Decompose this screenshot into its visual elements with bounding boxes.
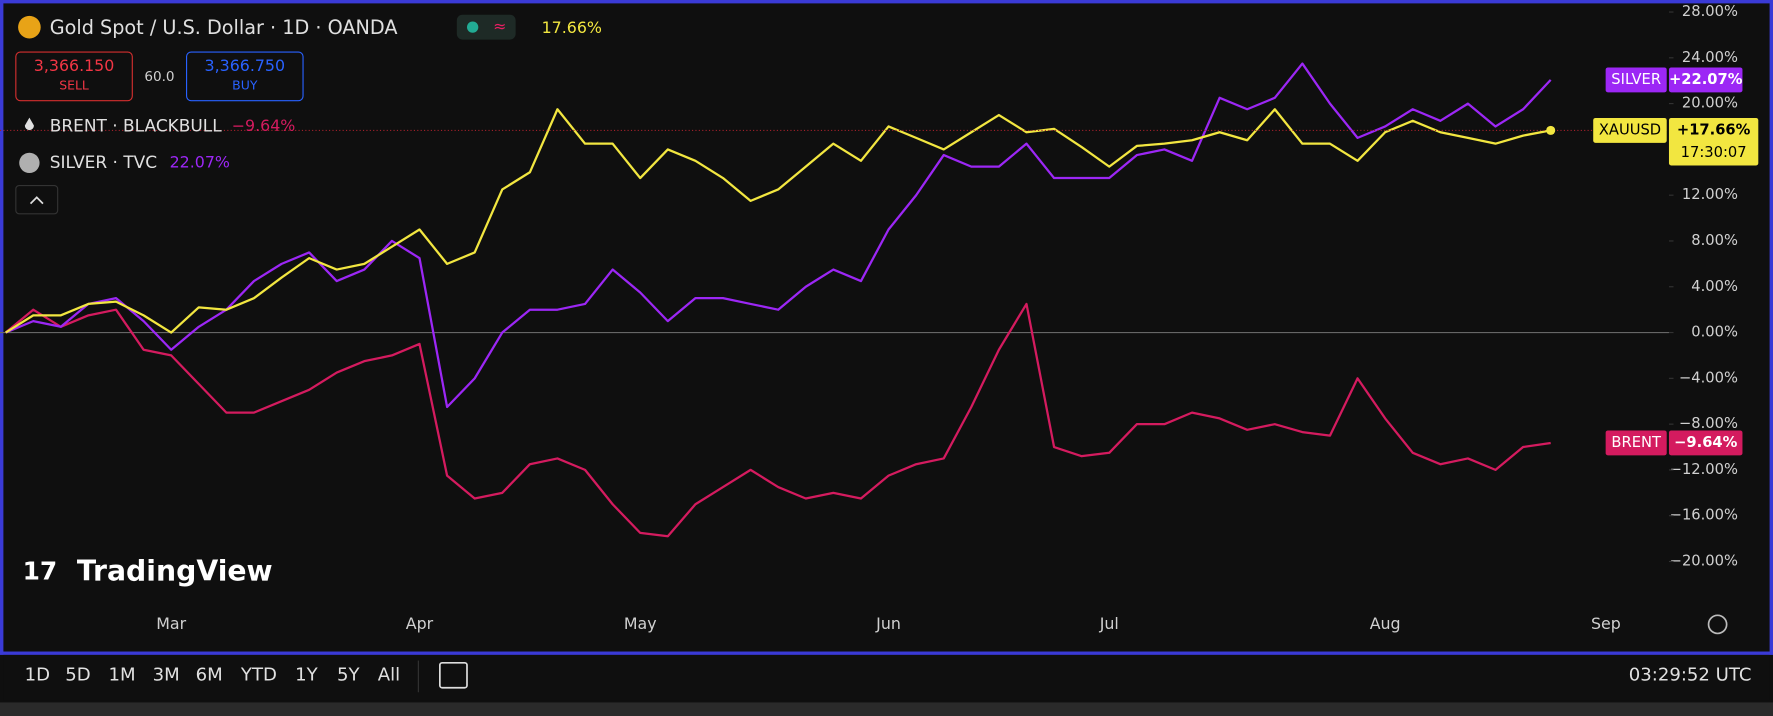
sell-label: SELL: [59, 77, 89, 92]
y-tick-label: −8.00%: [1679, 415, 1738, 432]
x-tick-label: Aug: [1370, 614, 1401, 633]
series-line: [5, 62, 1552, 409]
compare-icon[interactable]: [439, 661, 468, 689]
chart-title: Gold Spot / U.S. Dollar · 1D · OANDA: [50, 16, 398, 39]
y-tick-label: −12.00%: [1670, 461, 1738, 478]
sell-price: 3,366.150: [34, 56, 115, 75]
y-tick-label: −16.00%: [1670, 507, 1738, 524]
clock: 03:29:52 UTC: [1629, 664, 1752, 685]
x-tick-label: Jun: [875, 614, 901, 633]
series-line: [5, 108, 1551, 334]
legend-name: BRENT · BLACKBULL: [50, 116, 222, 136]
last-point: [1546, 125, 1556, 135]
name-tag-label: BRENT: [1611, 434, 1662, 451]
status-icon: ≈: [493, 17, 506, 36]
x-tick-label: Mar: [156, 614, 186, 633]
brent-icon: [24, 117, 34, 131]
value-tag: [1668, 67, 1743, 93]
y-tick-label: 0.00%: [1691, 324, 1738, 341]
legend-value: −9.64%: [232, 116, 296, 135]
name-tag: [1605, 67, 1667, 93]
countdown: 17:30:07: [1681, 144, 1747, 161]
range-button[interactable]: All: [378, 664, 400, 685]
spread: 60.0: [144, 69, 174, 85]
gold-icon: [18, 15, 41, 39]
y-tick-label: 4.00%: [1691, 278, 1738, 295]
sell-button[interactable]: [15, 51, 133, 102]
y-tick-label: −20.00%: [1670, 552, 1738, 569]
range-button[interactable]: 5Y: [337, 664, 360, 685]
name-tag-label: SILVER: [1611, 71, 1661, 88]
x-tick-label: Apr: [406, 614, 434, 633]
buy-button[interactable]: [186, 51, 304, 102]
title-change: 17.66%: [542, 18, 602, 37]
range-button[interactable]: 6M: [196, 664, 223, 685]
name-tag: [1605, 430, 1667, 456]
bottom-strip: [0, 702, 1773, 716]
legend-name: SILVER · TVC: [50, 152, 157, 172]
range-button[interactable]: 1M: [109, 664, 136, 685]
toolbar: [3, 654, 1770, 701]
chart-frame: [0, 0, 1773, 655]
value-tag: [1668, 117, 1759, 166]
x-tick-label: Jul: [1099, 614, 1119, 633]
logo-mark: 17: [23, 556, 58, 585]
value-tag-label: +17.66%: [1677, 121, 1751, 138]
name-tag-label: XAUUSD: [1599, 121, 1661, 138]
series-line: [4, 302, 1551, 538]
x-tick-label: Sep: [1591, 614, 1621, 633]
buy-price: 3,366.750: [205, 56, 286, 75]
status-dot: [466, 21, 479, 33]
range-button[interactable]: 1Y: [295, 664, 318, 685]
y-tick-label: 24.00%: [1682, 49, 1738, 66]
legend-value: 22.07%: [170, 152, 230, 171]
settings-icon[interactable]: [1707, 614, 1728, 635]
status-pill: [456, 14, 516, 40]
collapse-icon: [29, 196, 44, 205]
range-button[interactable]: YTD: [240, 664, 277, 685]
y-tick-label: 28.00%: [1682, 3, 1738, 20]
name-tag: [1593, 117, 1667, 143]
collapse-button[interactable]: [15, 184, 59, 215]
range-button[interactable]: 3M: [153, 664, 180, 685]
y-tick-label: −4.00%: [1679, 369, 1738, 386]
buy-label: BUY: [232, 77, 258, 92]
x-tick-label: May: [624, 614, 657, 633]
value-tag: [1668, 430, 1743, 456]
value-tag-label: +22.07%: [1669, 71, 1743, 88]
range-button[interactable]: 1D: [25, 664, 50, 685]
silver-icon: [19, 152, 40, 174]
y-tick-label: 8.00%: [1691, 232, 1738, 249]
plot: 28.00%24.00%20.00%16.00%12.00%8.00%4.00%…: [0, 3, 1759, 633]
value-tag-label: −9.64%: [1674, 434, 1738, 451]
range-button[interactable]: 5D: [65, 664, 90, 685]
y-tick-label: 20.00%: [1682, 95, 1738, 112]
branding: TradingView: [77, 554, 273, 587]
y-tick-label: 12.00%: [1682, 186, 1738, 203]
